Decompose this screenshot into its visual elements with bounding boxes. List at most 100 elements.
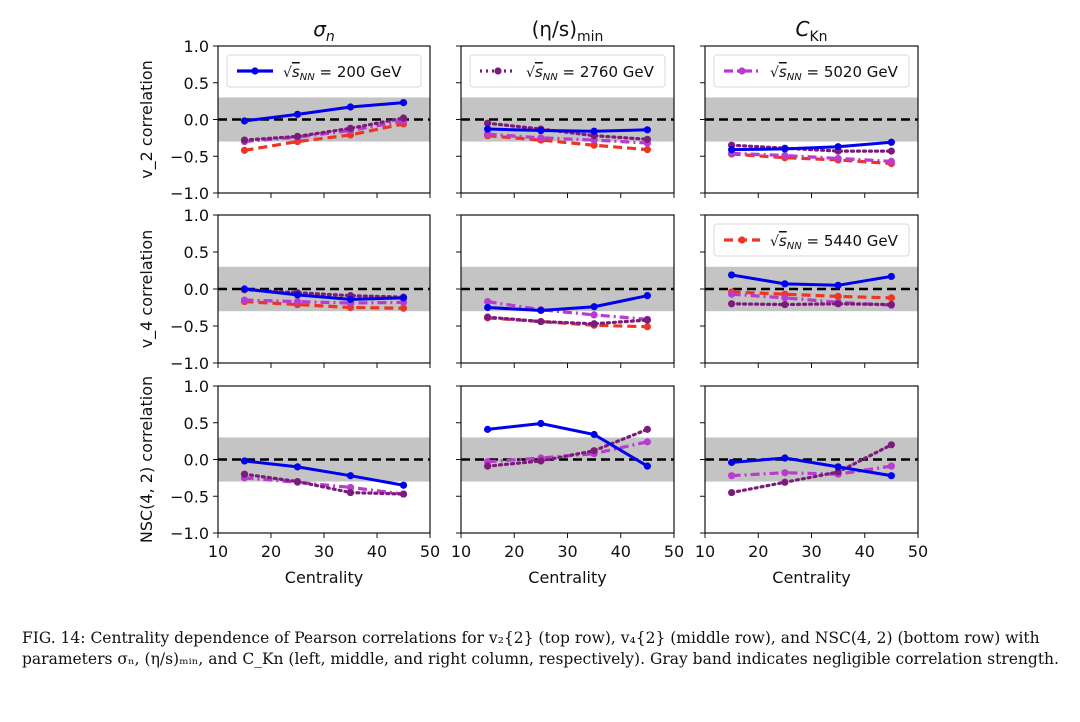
data-point: [887, 300, 895, 309]
data-point: [293, 297, 302, 306]
x-tick-label: 10: [695, 542, 715, 561]
data-point: [399, 114, 408, 122]
x-tick-label: 50: [664, 542, 684, 561]
data-point: [240, 146, 249, 154]
series-line: [730, 143, 893, 153]
series-line: [486, 427, 649, 468]
data-point: [887, 441, 895, 449]
y-tick-label: −0.5: [170, 147, 209, 166]
data-point: [728, 146, 736, 154]
data-point: [834, 143, 842, 151]
data-point: [728, 271, 736, 279]
data-point: [346, 103, 355, 111]
series-line: [242, 472, 406, 496]
data-point: [781, 145, 789, 153]
series-line: [731, 152, 892, 166]
legend-marker: [251, 67, 259, 75]
data-point: [643, 146, 651, 154]
series-line: [244, 299, 404, 310]
data-point: [537, 126, 545, 135]
legend-box: [713, 223, 910, 257]
legend-box: [226, 54, 422, 88]
y-tick-label: 0.0: [184, 451, 209, 470]
x-tick-label: 10: [208, 542, 228, 561]
data-point: [346, 472, 355, 480]
data-point: [728, 300, 736, 308]
legend-box: [713, 54, 910, 88]
row-ylabel: v_4 correlation: [137, 230, 157, 349]
legend-marker: [494, 67, 502, 75]
data-point: [728, 290, 736, 298]
y-tick-label: 0.5: [184, 414, 209, 433]
data-point: [590, 447, 598, 455]
data-point: [643, 126, 651, 134]
data-point: [293, 477, 302, 486]
data-point: [643, 323, 651, 331]
data-point: [834, 300, 842, 308]
data-point: [887, 272, 895, 281]
series-line: [730, 443, 893, 495]
series-line: [730, 302, 893, 307]
data-point: [537, 134, 545, 142]
series-line: [731, 290, 892, 300]
legend: √sNN = 5020 GeV: [713, 54, 910, 88]
panel-r1-c3: [700, 45, 919, 198]
data-point: [293, 291, 302, 299]
data-point: [834, 292, 842, 300]
data-point: [834, 463, 842, 471]
data-point: [781, 151, 789, 160]
series-line: [487, 316, 648, 329]
data-point: [537, 306, 545, 315]
series-line: [487, 294, 648, 312]
panel-r2-c3: [700, 214, 919, 368]
data-point: [590, 430, 598, 439]
row-ylabel: v_2 correlation: [137, 60, 157, 179]
data-point: [781, 294, 789, 302]
y-tick-label: 1.0: [184, 206, 209, 225]
series-line: [487, 299, 648, 321]
data-point: [537, 457, 545, 465]
series-line: [244, 122, 404, 152]
figure: σn (η/s)min CKn v_2 correlation v_4 correlat…: [137, 17, 928, 587]
panel-r1-c2: [456, 45, 675, 198]
data-point: [240, 285, 249, 293]
series-line: [486, 315, 649, 326]
legend-marker: [738, 67, 746, 75]
y-tick-label: −0.5: [170, 317, 209, 336]
data-point: [484, 130, 492, 138]
x-tick-label: 30: [801, 542, 821, 561]
y-tick-label: 0.5: [184, 243, 209, 262]
data-point: [240, 296, 249, 304]
series-line: [731, 456, 892, 478]
data-point: [399, 490, 408, 498]
series-line: [487, 132, 648, 145]
panel-r3-c2: 10 20 30 40 50 Centrality: [451, 385, 684, 587]
data-point: [293, 463, 302, 471]
x-tick-label: 20: [504, 542, 524, 561]
data-point: [484, 462, 492, 470]
data-point: [240, 457, 249, 465]
data-point: [399, 294, 408, 302]
data-point: [590, 303, 598, 311]
legend-label: √sNN = 5440 GeV: [770, 232, 899, 252]
data-point: [781, 469, 789, 477]
data-point: [834, 281, 842, 289]
legend: √sNN = 2760 GeV: [469, 54, 666, 88]
figure-caption: FIG. 14: Centrality dependence of Pearso…: [22, 628, 1062, 670]
series-line: [487, 421, 649, 468]
column-title: CKn: [795, 17, 827, 45]
data-point: [346, 483, 355, 492]
data-point: [887, 462, 895, 470]
x-tick-label: 40: [611, 542, 631, 561]
caption-text: Centrality dependence of Pearson correla…: [22, 629, 1059, 668]
x-tick-label: 30: [314, 542, 334, 561]
legend-marker: [738, 236, 746, 244]
series-line: [244, 476, 404, 496]
y-tick-label: −1.0: [170, 524, 209, 543]
data-point: [590, 127, 598, 135]
x-tick-label: 20: [261, 542, 281, 561]
data-point: [293, 110, 302, 118]
x-tick-label: 20: [748, 542, 768, 561]
x-tick-label: 10: [451, 542, 471, 561]
data-point: [399, 304, 408, 312]
